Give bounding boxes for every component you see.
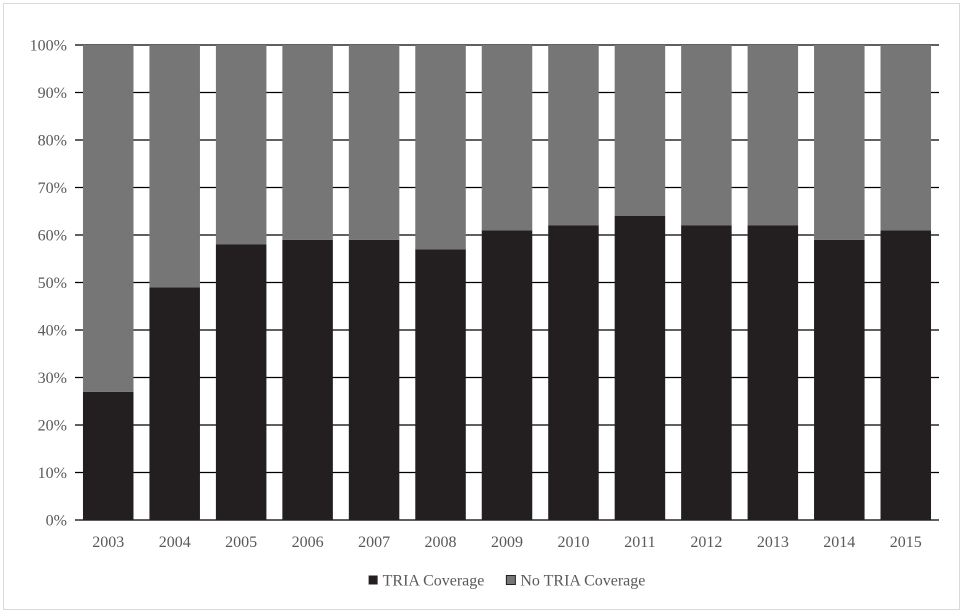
y-tick-label: 100% — [30, 38, 67, 55]
bar-tria-coverage — [614, 216, 666, 520]
y-tick-label: 20% — [38, 418, 67, 435]
x-tick-label: 2007 — [358, 534, 390, 551]
x-tick-label: 2005 — [225, 534, 257, 551]
bar-no-tria-coverage — [814, 45, 865, 240]
bar-no-tria-coverage — [82, 45, 134, 392]
y-tick-label: 30% — [38, 370, 67, 387]
bar-no-tria-coverage — [215, 45, 267, 245]
y-tick-label: 60% — [38, 228, 67, 245]
bar-no-tria-coverage — [481, 45, 533, 231]
x-tick-label: 2009 — [491, 534, 523, 551]
y-tick-label: 90% — [38, 85, 67, 102]
x-tick-label: 2014 — [823, 534, 855, 551]
y-tick-label: 80% — [38, 133, 67, 150]
legend-item-no-tria-coverage: No TRIA Coverage — [505, 573, 645, 590]
y-tick-label: 40% — [38, 323, 67, 340]
legend-label: TRIA Coverage — [383, 573, 485, 590]
y-axis: 0% 10% 20% 30% 40% 50% 60% 70% 80% 90% 100% — [30, 38, 67, 530]
y-tick-label: 0% — [46, 513, 67, 530]
y-tick-label: 10% — [38, 465, 67, 482]
bar-tria-coverage — [880, 230, 932, 520]
x-tick-label: 2013 — [757, 534, 789, 551]
bar-tria-coverage — [282, 239, 333, 520]
bar-tria-coverage — [814, 239, 865, 520]
bars — [82, 45, 932, 520]
bar-no-tria-coverage — [149, 45, 200, 288]
bar-no-tria-coverage — [681, 45, 732, 226]
x-tick-label: 2010 — [557, 534, 589, 551]
bar-tria-coverage — [747, 225, 799, 520]
x-tick-label: 2012 — [690, 534, 722, 551]
bar-no-tria-coverage — [747, 45, 799, 226]
legend-swatch — [368, 575, 378, 585]
x-tick-label: 2011 — [624, 534, 655, 551]
legend: TRIA Coverage No TRIA Coverage — [368, 573, 645, 590]
y-tick-label: 70% — [38, 180, 67, 197]
x-tick-label: 2003 — [92, 534, 124, 551]
bar-no-tria-coverage — [548, 45, 599, 226]
x-axis: 2003 2004 2005 2006 2007 2008 2009 2010 2011 2012… — [92, 534, 922, 551]
bar-no-tria-coverage — [614, 45, 666, 216]
bar-tria-coverage — [481, 230, 533, 520]
bar-no-tria-coverage — [415, 45, 466, 250]
x-tick-label: 2008 — [425, 534, 457, 551]
bar-no-tria-coverage — [880, 45, 932, 231]
bar-no-tria-coverage — [348, 45, 400, 240]
bar-tria-coverage — [415, 249, 466, 520]
x-tick-label: 2006 — [292, 534, 324, 551]
bar-tria-coverage — [215, 244, 267, 520]
x-tick-label: 2015 — [890, 534, 922, 551]
y-tick-label: 50% — [38, 275, 67, 292]
legend-label: No TRIA Coverage — [520, 573, 645, 590]
legend-item-tria-coverage: TRIA Coverage — [368, 573, 485, 590]
bar-tria-coverage — [681, 225, 732, 520]
bar-tria-coverage — [149, 287, 200, 520]
bar-no-tria-coverage — [282, 45, 333, 240]
bar-tria-coverage — [348, 239, 400, 520]
legend-swatch — [505, 575, 516, 585]
bar-tria-coverage — [548, 225, 599, 520]
bar-tria-coverage — [82, 391, 134, 520]
x-tick-label: 2004 — [159, 534, 191, 551]
